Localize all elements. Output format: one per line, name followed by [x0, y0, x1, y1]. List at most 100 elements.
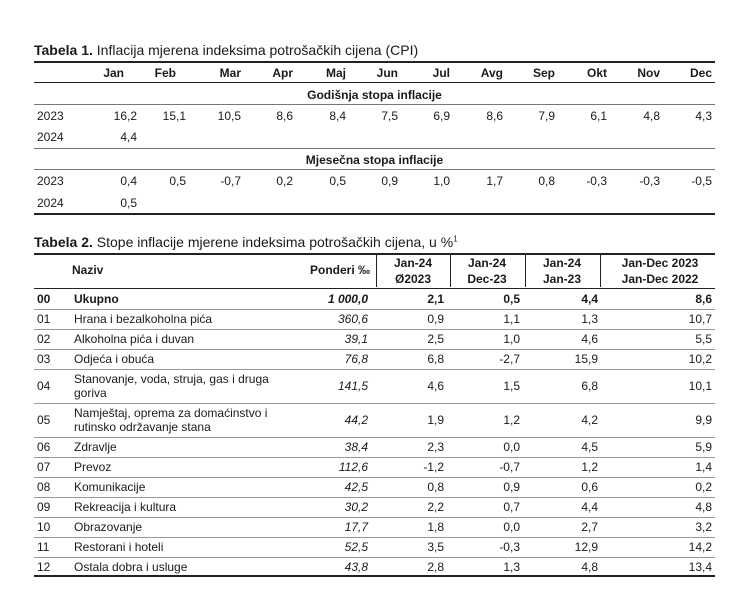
row-value-c4: 0,2 [695, 480, 712, 494]
row-value-c1: 2,2 [427, 500, 444, 514]
row-separator [34, 557, 715, 558]
row-weight: 43,8 [344, 560, 368, 574]
row-code: 08 [37, 480, 51, 494]
row-name: Prevoz [74, 460, 112, 474]
row-name: Alkoholna pića i duvan [74, 332, 195, 346]
month-header-maj: Maj [325, 66, 346, 80]
row-separator [34, 537, 715, 538]
value-cell: 1,7 [486, 174, 503, 188]
value-cell: 0,4 [120, 174, 137, 188]
row-separator [34, 329, 715, 330]
row-weight: 17,7 [344, 520, 368, 534]
row-weight: 42,5 [344, 480, 368, 494]
row-value-c1: 3,5 [427, 540, 444, 554]
row-code: 09 [37, 500, 51, 514]
row-value-c1: 4,6 [427, 379, 444, 393]
table2-header-c3-bottom: Jan-23 [542, 272, 582, 286]
row-value-c3: 4,5 [581, 440, 598, 454]
row-value-c4: 5,5 [695, 332, 712, 346]
row-weight: 39,1 [344, 332, 368, 346]
row-value-c1: 2,8 [427, 560, 444, 574]
row-value-c4: 3,2 [695, 520, 712, 534]
table1-annual-rule [34, 104, 715, 105]
value-cell: 0,5 [169, 174, 186, 188]
month-header-jul: Jul [432, 66, 450, 80]
value-cell: 8,4 [329, 109, 346, 123]
value-cell: -0,3 [586, 174, 607, 188]
table2-header-c1-bottom: Ø2023 [394, 272, 432, 286]
month-header-apr: Apr [272, 66, 293, 80]
row-value-c4: 10,2 [688, 352, 712, 366]
row-weight: 44,2 [344, 413, 368, 427]
row-code: 12 [37, 560, 51, 574]
row-value-c2: -2,7 [499, 352, 520, 366]
value-cell: -0,3 [639, 174, 660, 188]
row-year: 2023 [37, 174, 64, 188]
row-name: Hrana i bezalkoholna pića [74, 312, 213, 326]
row-weight: 1 000,0 [327, 292, 368, 306]
value-cell: 8,6 [486, 109, 503, 123]
month-header-jan: Jan [103, 66, 124, 80]
row-value-c3: 4,4 [581, 500, 598, 514]
table2-header-c4-bottom: Jan-Dec 2022 [621, 272, 699, 286]
row-separator [34, 403, 715, 404]
row-value-c4: 8,6 [695, 292, 712, 306]
value-cell: 15,1 [162, 109, 186, 123]
table2-col-separator [525, 255, 526, 287]
row-separator [34, 437, 715, 438]
row-code: 04 [37, 379, 51, 393]
row-value-c2: 0,0 [503, 520, 520, 534]
row-year: 2024 [37, 196, 64, 210]
table1-caption: Tabela 1. Inflacija mjerena indeksima po… [34, 42, 418, 58]
value-cell: 4,8 [643, 109, 660, 123]
value-cell: 6,9 [433, 109, 450, 123]
month-header-jun: Jun [376, 66, 398, 80]
row-name: goriva [74, 386, 107, 400]
row-weight: 76,8 [344, 352, 368, 366]
table1-monthly-title: Mjesečna stopa inflacije [305, 153, 444, 167]
row-weight: 38,4 [344, 440, 368, 454]
row-value-c1: 1,8 [427, 520, 444, 534]
month-header-okt: Okt [586, 66, 607, 80]
row-value-c1: -1,2 [423, 460, 444, 474]
row-value-c2: -0,3 [499, 540, 520, 554]
row-value-c3: 1,3 [581, 312, 598, 326]
row-name: Ukupno [74, 292, 119, 306]
row-separator [34, 517, 715, 518]
row-year: 2024 [37, 130, 64, 144]
row-value-c2: 0,7 [503, 500, 520, 514]
row-code: 02 [37, 332, 51, 346]
row-value-c3: 6,8 [581, 379, 598, 393]
row-value-c1: 2,3 [427, 440, 444, 454]
row-value-c1: 0,9 [427, 312, 444, 326]
row-code: 06 [37, 440, 51, 454]
row-value-c2: -0,7 [499, 460, 520, 474]
value-cell: 7,5 [381, 109, 398, 123]
row-value-c1: 0,8 [427, 480, 444, 494]
value-cell: 1,0 [433, 174, 450, 188]
value-cell: 16,2 [113, 109, 137, 123]
row-separator [34, 497, 715, 498]
row-value-c4: 10,1 [688, 379, 712, 393]
table2-caption: Tabela 2. Stope inflacije mjerene indeks… [34, 234, 458, 250]
table2-caption-footnote: 1 [453, 234, 458, 244]
table1-caption-label: Tabela 1. [34, 42, 93, 58]
table2-col-separator [376, 255, 377, 287]
row-code: 07 [37, 460, 51, 474]
row-value-c2: 1,1 [503, 312, 520, 326]
row-separator [34, 457, 715, 458]
value-cell: 0,2 [276, 174, 293, 188]
month-header-avg: Avg [480, 66, 503, 80]
row-name: Zdravlje [74, 440, 117, 454]
row-code: 05 [37, 413, 51, 427]
row-name: rutinsko održavanje stana [74, 420, 211, 434]
month-header-feb: Feb [154, 66, 176, 80]
row-value-c2: 1,2 [503, 413, 520, 427]
value-cell: 0,5 [120, 196, 137, 210]
row-name: Obrazovanje [74, 520, 143, 534]
row-value-c1: 2,1 [427, 292, 444, 306]
row-weight: 30,2 [344, 500, 368, 514]
table2-header-c2-bottom: Dec-23 [467, 272, 507, 286]
row-value-c4: 10,7 [688, 312, 712, 326]
row-value-c3: 12,9 [574, 540, 598, 554]
